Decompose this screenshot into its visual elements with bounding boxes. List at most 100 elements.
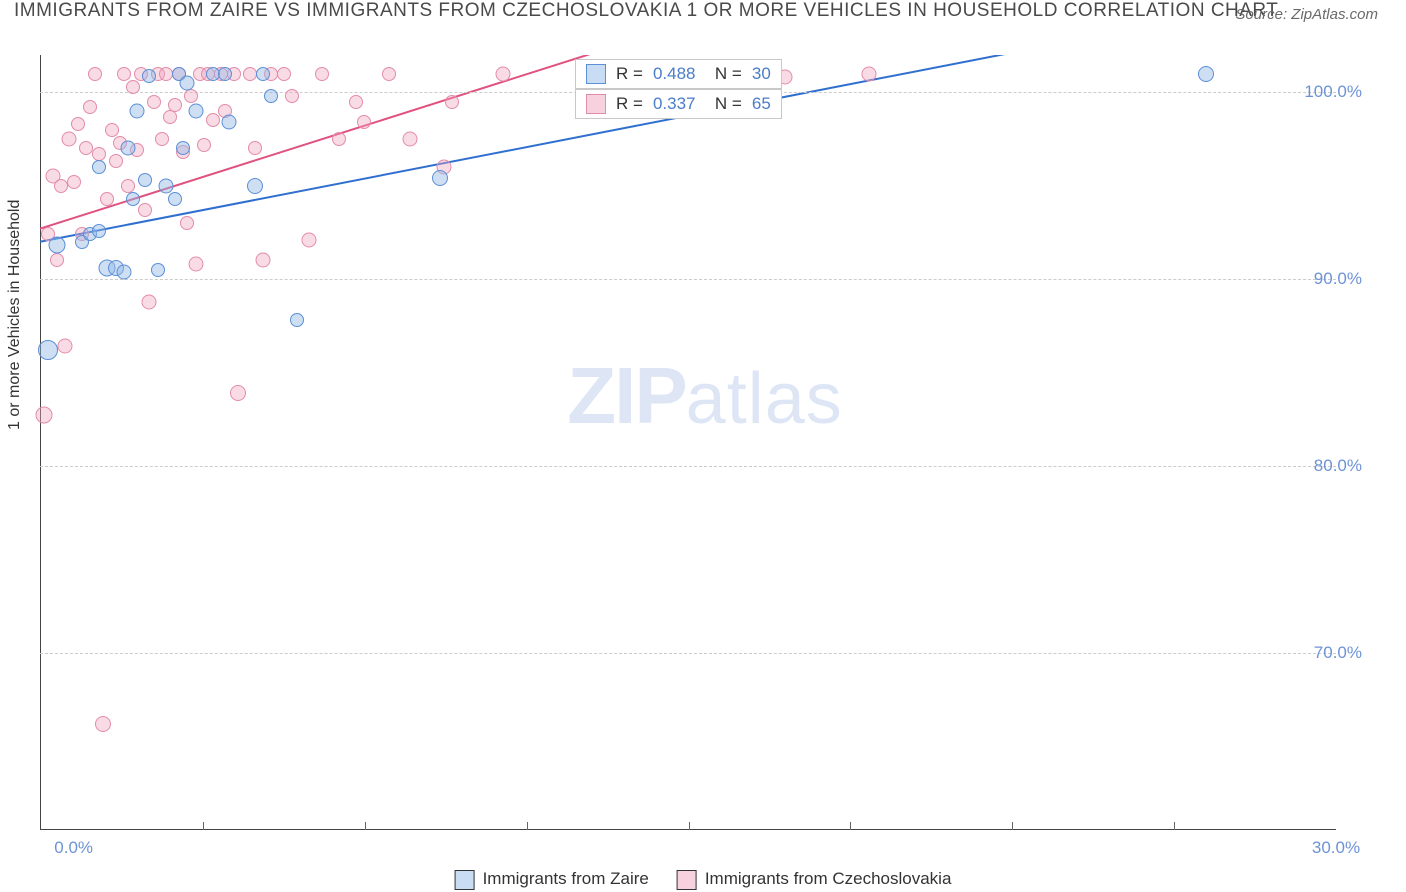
legend-item-1: Immigrants from Zaire (455, 869, 649, 890)
data-point (117, 264, 132, 279)
legend-label: Immigrants from Zaire (483, 869, 649, 888)
data-point (58, 339, 73, 354)
data-point (105, 123, 119, 137)
x-tick-mark (203, 822, 204, 830)
stat-label: N = (705, 64, 741, 84)
source-label: Source: (1235, 6, 1291, 23)
square-icon (586, 94, 606, 114)
data-point (67, 175, 81, 189)
data-point (126, 192, 140, 206)
data-point (129, 104, 144, 119)
data-point (315, 67, 329, 81)
data-point (302, 232, 317, 247)
data-point (264, 89, 278, 103)
x-tick-label: 30.0% (1312, 838, 1360, 858)
series-legend: Immigrants from Zaire Immigrants from Cz… (455, 869, 952, 890)
data-point (38, 340, 58, 360)
legend-item-2: Immigrants from Czechoslovakia (677, 869, 952, 890)
data-point (138, 203, 152, 217)
square-icon (677, 870, 697, 890)
data-point (95, 716, 111, 732)
data-point (83, 100, 97, 114)
chart-title: IMMIGRANTS FROM ZAIRE VS IMMIGRANTS FROM… (14, 0, 1278, 22)
data-point (168, 192, 182, 206)
data-point (92, 160, 106, 174)
data-point (92, 147, 106, 161)
data-point (290, 313, 304, 327)
y-axis-label: 1 or more Vehicles in Household (6, 200, 24, 430)
data-point (121, 141, 136, 156)
data-point (197, 138, 211, 152)
y-axis-line (40, 55, 41, 830)
data-point (100, 192, 114, 206)
data-point (184, 89, 198, 103)
source-value: ZipAtlas.com (1291, 6, 1378, 23)
data-point (256, 67, 270, 81)
data-point (206, 113, 220, 127)
n-value: 30 (752, 64, 771, 84)
legend-label: Immigrants from Czechoslovakia (705, 869, 952, 888)
x-tick-mark (365, 822, 366, 830)
correlation-stat-row: R =0.337 N =65 (575, 89, 782, 119)
data-point (62, 132, 77, 147)
data-point (109, 154, 123, 168)
data-point (277, 67, 291, 81)
data-point (176, 141, 190, 155)
data-point (349, 95, 363, 109)
data-point (218, 67, 232, 81)
data-point (92, 224, 106, 238)
data-point (147, 95, 161, 109)
gridline (40, 279, 1336, 280)
square-icon (586, 64, 606, 84)
data-point (222, 115, 237, 130)
data-point (432, 170, 448, 186)
data-point (403, 132, 418, 147)
y-tick-label: 90.0% (1314, 269, 1362, 289)
data-point (168, 98, 182, 112)
data-point (332, 132, 346, 146)
data-point (861, 66, 876, 81)
gridline (40, 466, 1336, 467)
data-point (382, 67, 396, 81)
data-point (357, 115, 371, 129)
data-point (180, 76, 195, 91)
data-point (230, 385, 246, 401)
data-point (142, 294, 157, 309)
gridline (40, 653, 1336, 654)
y-tick-label: 70.0% (1314, 643, 1362, 663)
data-point (285, 89, 299, 103)
x-tick-mark (1174, 822, 1175, 830)
data-point (50, 253, 64, 267)
data-point (151, 263, 165, 277)
x-tick-mark (527, 822, 528, 830)
data-point (180, 216, 194, 230)
stat-label: R = (616, 64, 643, 84)
data-point (88, 67, 102, 81)
data-point (445, 95, 459, 109)
data-point (247, 178, 263, 194)
x-tick-label: 0.0% (54, 838, 93, 858)
x-tick-mark (850, 822, 851, 830)
r-value: 0.488 (653, 64, 696, 84)
data-point (48, 237, 65, 254)
watermark: ZIPatlas (567, 350, 843, 442)
data-point (1198, 66, 1214, 82)
y-tick-label: 80.0% (1314, 456, 1362, 476)
data-point (36, 407, 53, 424)
r-value: 0.337 (653, 94, 696, 114)
plot-area: ZIPatlas 70.0%80.0%90.0%100.0%0.0%30.0%R… (40, 55, 1370, 830)
stat-label: R = (616, 94, 643, 114)
x-tick-mark (1012, 822, 1013, 830)
data-point (159, 178, 174, 193)
data-point (121, 179, 135, 193)
square-icon (455, 870, 475, 890)
data-point (155, 132, 169, 146)
data-point (248, 141, 262, 155)
correlation-stat-row: R = 0.488 N = 30 (575, 59, 782, 89)
data-point (495, 66, 510, 81)
data-point (138, 173, 152, 187)
data-point (71, 117, 85, 131)
data-point (126, 80, 140, 94)
source-attribution: Source: ZipAtlas.com (1235, 6, 1378, 23)
n-value: 65 (752, 94, 771, 114)
